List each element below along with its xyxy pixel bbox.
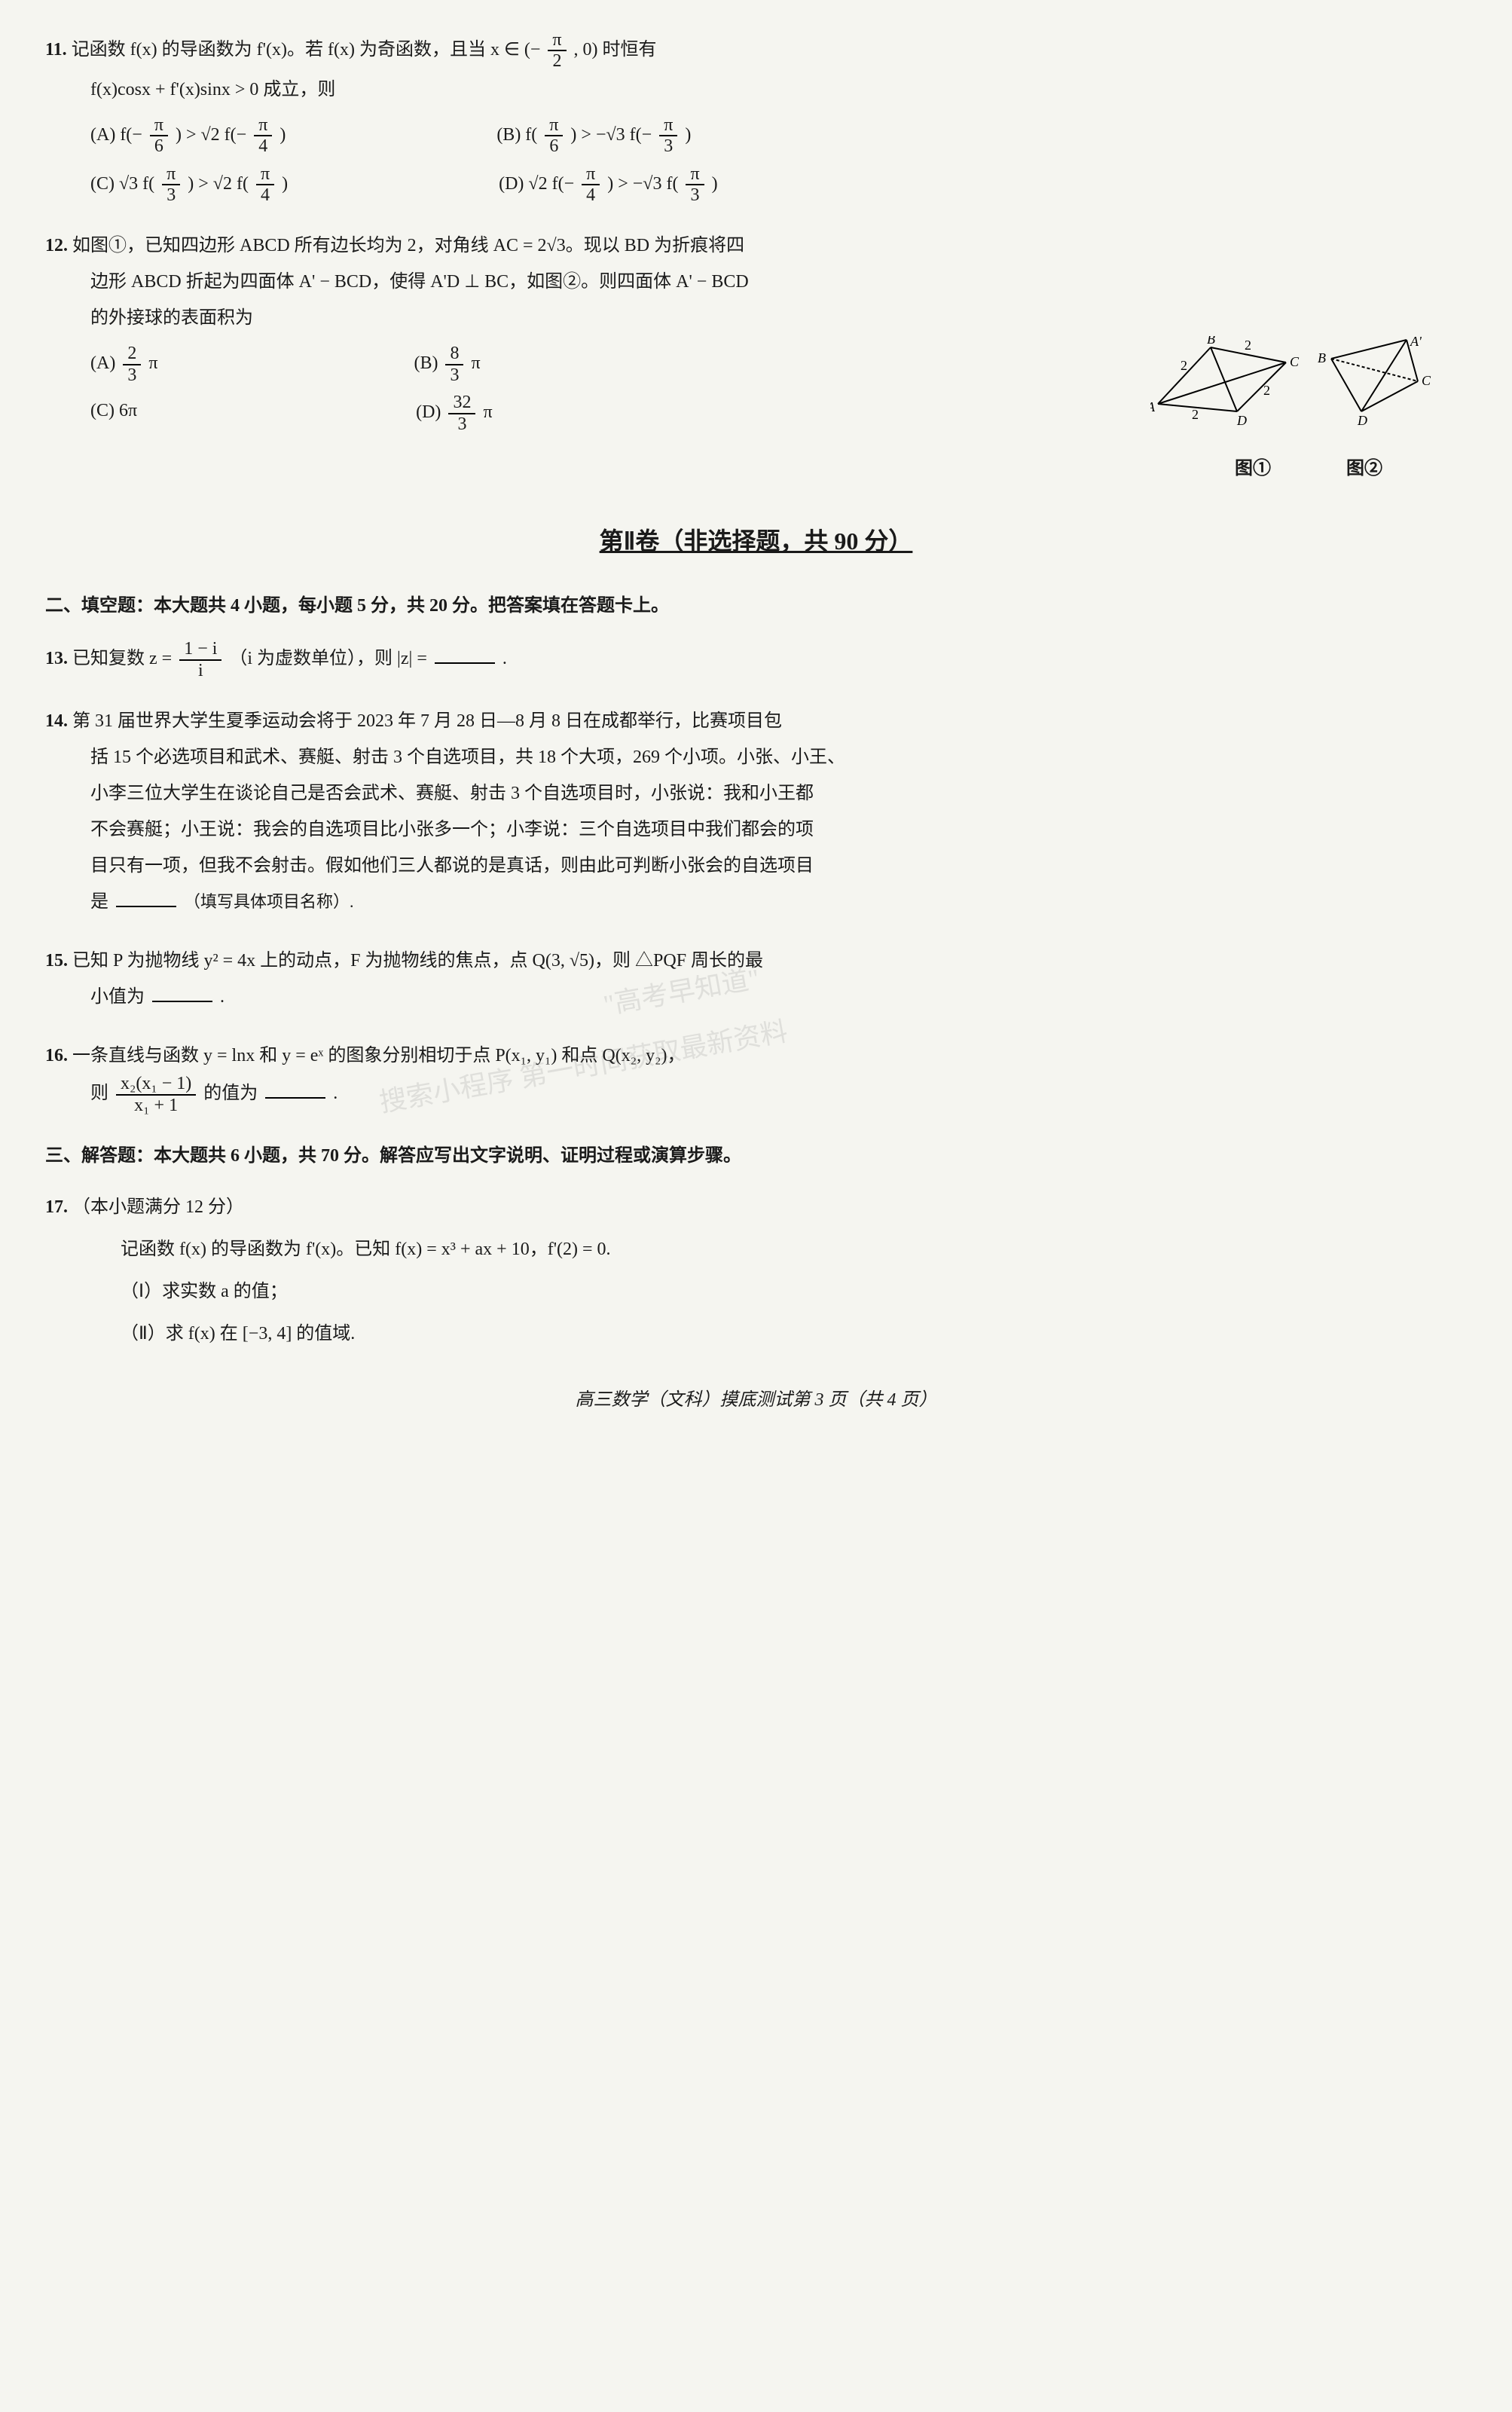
question-13: 13. 已知复数 z = 1 − i i （i 为虚数单位），则 |z| = .: [45, 639, 1467, 680]
q11-option-c: (C) √3 f( π3 ) > √2 f( π4 ): [90, 164, 288, 206]
q14-line2: 括 15 个必选项目和武术、赛艇、射击 3 个自选项目，共 18 个大项，269…: [45, 739, 1467, 775]
question-14: 14. 第 31 届世界大学生夏季运动会将于 2023 年 7 月 28 日—8…: [45, 703, 1467, 920]
page-footer: 高三数学（文科）摸底测试第 3 页（共 4 页）: [45, 1382, 1467, 1418]
q11-number: 11.: [45, 40, 67, 60]
q13-stem-a: 已知复数 z =: [72, 649, 176, 668]
svg-text:2: 2: [1192, 407, 1199, 422]
q16-line1: 一条直线与函数 y = lnx 和 y = eˣ 的图象分别相切于点 P(x₁,…: [72, 1046, 685, 1065]
q16-blank: [265, 1077, 325, 1099]
q13-stem-c: .: [502, 649, 507, 668]
q12-diagrams: A B C D 2 2 2 2 A' B C D 图① 图②: [1150, 336, 1467, 487]
q15-blank: [152, 980, 212, 1002]
svg-text:2: 2: [1263, 383, 1270, 398]
q12-option-c: (C) 6π: [90, 393, 137, 434]
svg-text:D: D: [1236, 413, 1247, 428]
svg-text:2: 2: [1245, 338, 1251, 353]
question-17: 17. （本小题满分 12 分） 记函数 f(x) 的导函数为 f'(x)。已知…: [45, 1189, 1467, 1352]
tetrahedron-diagram: A' B C D: [1318, 336, 1431, 428]
q11-option-b: (B) f( π6 ) > −√3 f(− π3 ): [496, 115, 691, 157]
q16-line2: 则 x₂(x₁ − 1) x₁ + 1 的值为 .: [45, 1074, 1467, 1115]
q11-options-row1: (A) f(− π6 ) > √2 f(− π4 ) (B) f( π6 ) >…: [45, 115, 1467, 157]
q14-blank: [116, 885, 176, 907]
svg-text:B: B: [1207, 336, 1215, 347]
q11-stem-b: , 0) 时恒有: [574, 40, 657, 60]
q12-option-d: (D) 323 π: [416, 393, 492, 434]
q12-option-a: (A) 23 π: [90, 344, 157, 385]
solve-instruction: 三、解答题：本大题共 6 小题，共 70 分。解答应写出文字说明、证明过程或演算…: [45, 1138, 1467, 1174]
svg-text:C: C: [1290, 354, 1300, 369]
fig2-label: 图②: [1346, 451, 1382, 487]
q12-number: 12.: [45, 236, 68, 255]
q11-stem-a: 记函数 f(x) 的导函数为 f'(x)。若 f(x) 为奇函数，且当 x ∈ …: [72, 40, 541, 60]
section-2-header: 第Ⅱ卷（非选择题，共 90 分）: [45, 517, 1467, 565]
q12-line3: 的外接球的表面积为: [45, 300, 1467, 336]
q13-stem-b: （i 为虚数单位），则 |z| =: [229, 649, 431, 668]
q12-line2: 边形 ABCD 折起为四面体 A' − BCD，使得 A'D ⊥ BC，如图②。…: [45, 264, 1467, 300]
question-16: 16. 一条直线与函数 y = lnx 和 y = eˣ 的图象分别相切于点 P…: [45, 1038, 1467, 1115]
fig1-label: 图①: [1235, 451, 1271, 487]
q13-fraction: 1 − i i: [179, 639, 221, 680]
q12-svg: A B C D 2 2 2 2 A' B C D: [1150, 336, 1467, 434]
q15-line2: 小值为 .: [45, 979, 1467, 1015]
q12-option-b: (B) 83 π: [414, 344, 480, 385]
svg-text:A: A: [1150, 399, 1156, 414]
svg-text:D: D: [1357, 413, 1367, 428]
question-11: 11. 记函数 f(x) 的导函数为 f'(x)。若 f(x) 为奇函数，且当 …: [45, 30, 1467, 205]
q12-line1: 如图①，已知四边形 ABCD 所有边长均为 2，对角线 AC = 2√3。现以 …: [72, 236, 744, 255]
q15-number: 15.: [45, 951, 68, 971]
q17-sub2: （Ⅱ）求 f(x) 在 [−3, 4] 的值域.: [45, 1316, 1467, 1352]
q16-fraction: x₂(x₁ − 1) x₁ + 1: [116, 1074, 196, 1115]
question-15: 15. 已知 P 为抛物线 y² = 4x 上的动点，F 为抛物线的焦点，点 Q…: [45, 943, 1467, 1015]
svg-text:2: 2: [1181, 358, 1187, 373]
rhombus-diagram: A B C D 2 2 2 2: [1150, 336, 1300, 428]
q16-number: 16.: [45, 1046, 68, 1065]
q13-blank: [435, 642, 495, 664]
q14-line6: 是 （填写具体项目名称）.: [45, 884, 1467, 920]
q11-stem-c: f(x)cosx + f'(x)sinx > 0 成立，则: [45, 72, 1467, 108]
q12-options-row2: (C) 6π (D) 323 π: [45, 393, 1105, 434]
frac-pi-over-2: π 2: [548, 30, 566, 72]
svg-text:B: B: [1318, 350, 1326, 365]
q14-number: 14.: [45, 711, 68, 731]
svg-text:C: C: [1422, 373, 1431, 388]
q17-stem: 记函数 f(x) 的导函数为 f'(x)。已知 f(x) = x³ + ax +…: [45, 1231, 1467, 1267]
q14-line1: 第 31 届世界大学生夏季运动会将于 2023 年 7 月 28 日—8 月 8…: [72, 711, 782, 731]
q17-points: （本小题满分 12 分）: [72, 1197, 244, 1217]
question-12: 12. 如图①，已知四边形 ABCD 所有边长均为 2，对角线 AC = 2√3…: [45, 228, 1467, 487]
q14-line5: 目只有一项，但我不会射击。假如他们三人都说的是真话，则由此可判断小张会的自选项目: [45, 848, 1467, 884]
q17-sub1: （Ⅰ）求实数 a 的值；: [45, 1273, 1467, 1310]
q12-options-row1: (A) 23 π (B) 83 π: [45, 344, 1105, 385]
q11-option-a: (A) f(− π6 ) > √2 f(− π4 ): [90, 115, 286, 157]
svg-text:A': A': [1410, 336, 1422, 349]
q14-line3: 小李三位大学生在谈论自己是否会武术、赛艇、射击 3 个自选项目时，小张说：我和小…: [45, 775, 1467, 812]
q15-line1: 已知 P 为抛物线 y² = 4x 上的动点，F 为抛物线的焦点，点 Q(3, …: [72, 951, 763, 971]
q14-line4: 不会赛艇；小王说：我会的自选项目比小张多一个；小李说：三个自选项目中我们都会的项: [45, 812, 1467, 848]
q11-option-d: (D) √2 f(− π4 ) > −√3 f( π3 ): [499, 164, 717, 206]
q13-number: 13.: [45, 649, 68, 668]
q11-options-row2: (C) √3 f( π3 ) > √2 f( π4 ) (D) √2 f(− π…: [45, 164, 1467, 206]
q17-number: 17.: [45, 1197, 68, 1217]
fill-blank-instruction: 二、填空题：本大题共 4 小题，每小题 5 分，共 20 分。把答案填在答题卡上…: [45, 588, 1467, 624]
